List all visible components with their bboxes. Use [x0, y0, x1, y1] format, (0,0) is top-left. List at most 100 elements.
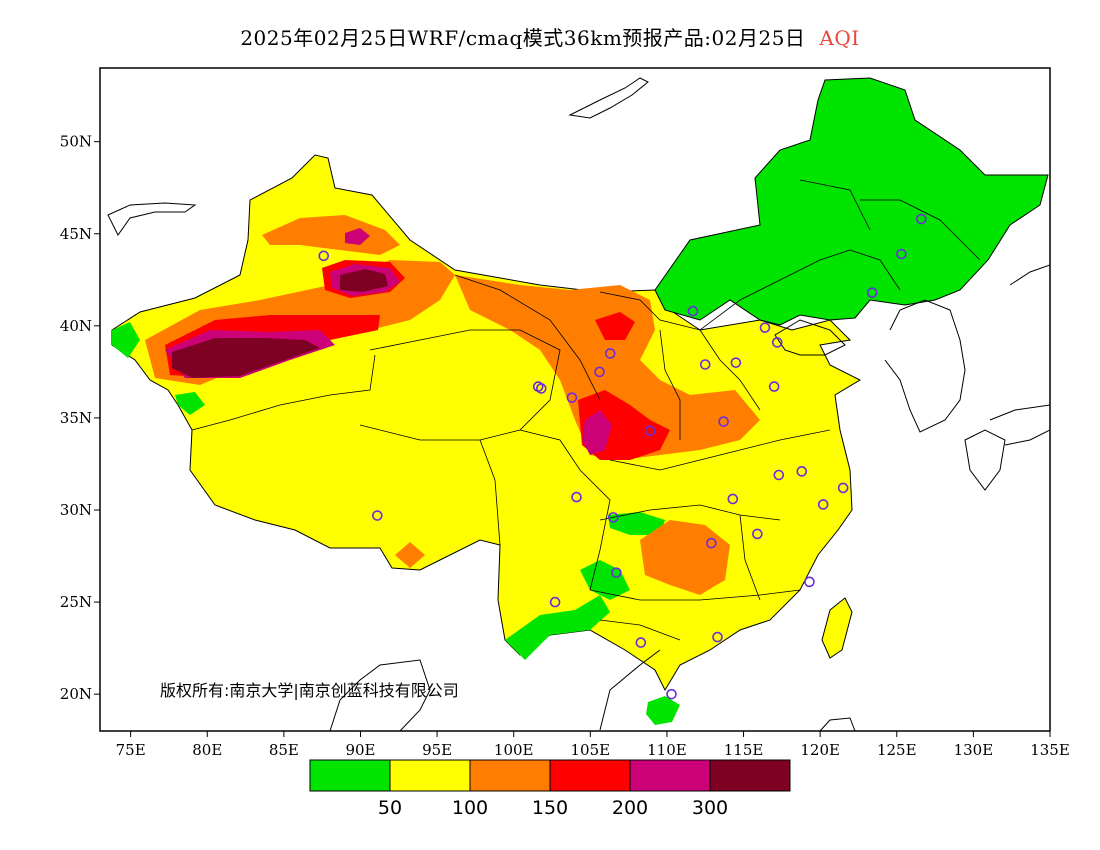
qinghai-border — [359, 329, 561, 441]
dzungaria-orange — [262, 215, 400, 255]
guangxi-border — [599, 619, 681, 641]
station-marker — [915, 213, 927, 225]
station-marker — [896, 248, 907, 260]
colorbar-segment — [629, 759, 711, 792]
station-marker — [730, 357, 742, 368]
station-marker — [796, 466, 808, 477]
taiwan-yellow — [821, 597, 853, 659]
station-marker — [318, 250, 330, 262]
station-marker — [712, 631, 723, 643]
hebei-border — [699, 329, 761, 411]
map-title: 2025年02月25日WRF/cmaq模式36km预报产品:02月25日 AQI — [0, 22, 1100, 51]
lon-tick-label: 75E — [116, 741, 146, 759]
lake-baikal — [568, 77, 649, 119]
station-marker — [699, 359, 711, 370]
map-frame — [99, 67, 1051, 732]
station-marker — [771, 337, 783, 348]
station-marker — [372, 510, 383, 521]
sumatra-hint — [329, 659, 431, 731]
colorbar-label: 300 — [692, 797, 728, 819]
luzon-coast — [819, 717, 856, 731]
lon-tick-label: 115E — [724, 741, 764, 759]
station-marker — [566, 392, 578, 403]
colorbar: 50 100 150 200 300 — [309, 759, 791, 819]
lake-balkhash — [107, 202, 197, 236]
station-marker — [635, 637, 647, 648]
station-marker — [752, 528, 763, 540]
bohai-coast — [774, 319, 846, 356]
lat-tick-label: 45N — [60, 225, 92, 243]
station-marker — [611, 567, 622, 578]
northeast-internal — [799, 179, 981, 291]
tibet-sichuan-border — [479, 439, 501, 546]
south-border — [589, 589, 801, 601]
lat-tick-label: 40N — [60, 317, 92, 335]
station-marker — [817, 499, 829, 510]
colorbar-label: 200 — [612, 797, 648, 819]
ordos-red — [595, 312, 635, 340]
lon-tick-label: 95E — [422, 741, 452, 759]
china-aqi-region — [111, 77, 1049, 725]
station-marker — [706, 537, 717, 549]
chongqing-green-patch — [608, 512, 665, 535]
south-green-patch — [505, 595, 610, 660]
korea-peninsula — [884, 299, 966, 433]
lon-tick-label: 135E — [1030, 741, 1070, 759]
xinjiang-sw-green — [175, 392, 205, 415]
station-marker — [768, 381, 780, 392]
station-marker — [549, 596, 561, 608]
japan-honshu — [989, 404, 1050, 446]
henan-purple — [582, 410, 612, 455]
colorbar-segment — [309, 759, 391, 792]
coastlines — [107, 77, 1050, 731]
dzungaria-maroon — [340, 269, 388, 292]
lon-tick-label: 100E — [494, 741, 534, 759]
station-marker — [604, 348, 616, 359]
guizhou-green-patch — [580, 560, 630, 600]
lon-tick-label: 80E — [192, 741, 222, 759]
colorbar-segment — [549, 759, 631, 792]
lat-tick-label: 20N — [60, 685, 92, 703]
station-marker — [727, 493, 739, 505]
lat-tick-label: 50N — [60, 133, 92, 151]
station-marker — [866, 287, 878, 298]
station-marker — [687, 305, 699, 317]
station-marker — [608, 512, 619, 523]
shanxi-border — [659, 329, 681, 440]
latitude-axis: 50N 45N 40N 35N 30N 25N 20N — [60, 133, 100, 703]
sichuan-east-border — [519, 429, 611, 591]
xinjiang-tibet-border — [191, 354, 376, 431]
north-china-orange — [455, 275, 760, 460]
lat-tick-label: 30N — [60, 501, 92, 519]
monitoring-stations — [318, 213, 927, 700]
station-marker — [594, 366, 605, 378]
lon-tick-label: 110E — [647, 741, 687, 759]
station-marker — [532, 381, 544, 392]
colorbar-label: 50 — [378, 797, 402, 819]
colorbar-segment — [469, 759, 551, 792]
station-marker — [644, 425, 656, 437]
province-boundaries — [191, 179, 981, 641]
indochina-coast — [599, 649, 661, 731]
station-marker — [804, 576, 815, 588]
inner-mongolia-border — [599, 249, 851, 331]
central-orange — [640, 520, 730, 595]
lon-tick-label: 120E — [800, 741, 840, 759]
station-marker — [718, 416, 729, 427]
longitude-axis: 75E 80E 85E 90E 95E 100E 105E 110E 115E 120E 125E 1… — [116, 731, 1070, 759]
station-marker — [759, 322, 771, 333]
gansu-border — [454, 274, 601, 401]
variable-label: AQI — [819, 26, 860, 50]
colorbar-segment — [709, 759, 791, 792]
hubei-hunan-border — [599, 504, 781, 521]
lat-tick-label: 25N — [60, 593, 92, 611]
north-purple — [345, 228, 370, 245]
colorbar-segment — [389, 759, 471, 792]
japan-kyushu — [964, 429, 1006, 491]
map-body — [107, 77, 1050, 731]
station-marker — [837, 482, 849, 494]
title-text: 2025年02月25日WRF/cmaq模式36km预报产品:02月25日 — [240, 26, 806, 50]
lat-tick-label: 35N — [60, 409, 92, 427]
xinjiang-west-green — [112, 322, 140, 358]
